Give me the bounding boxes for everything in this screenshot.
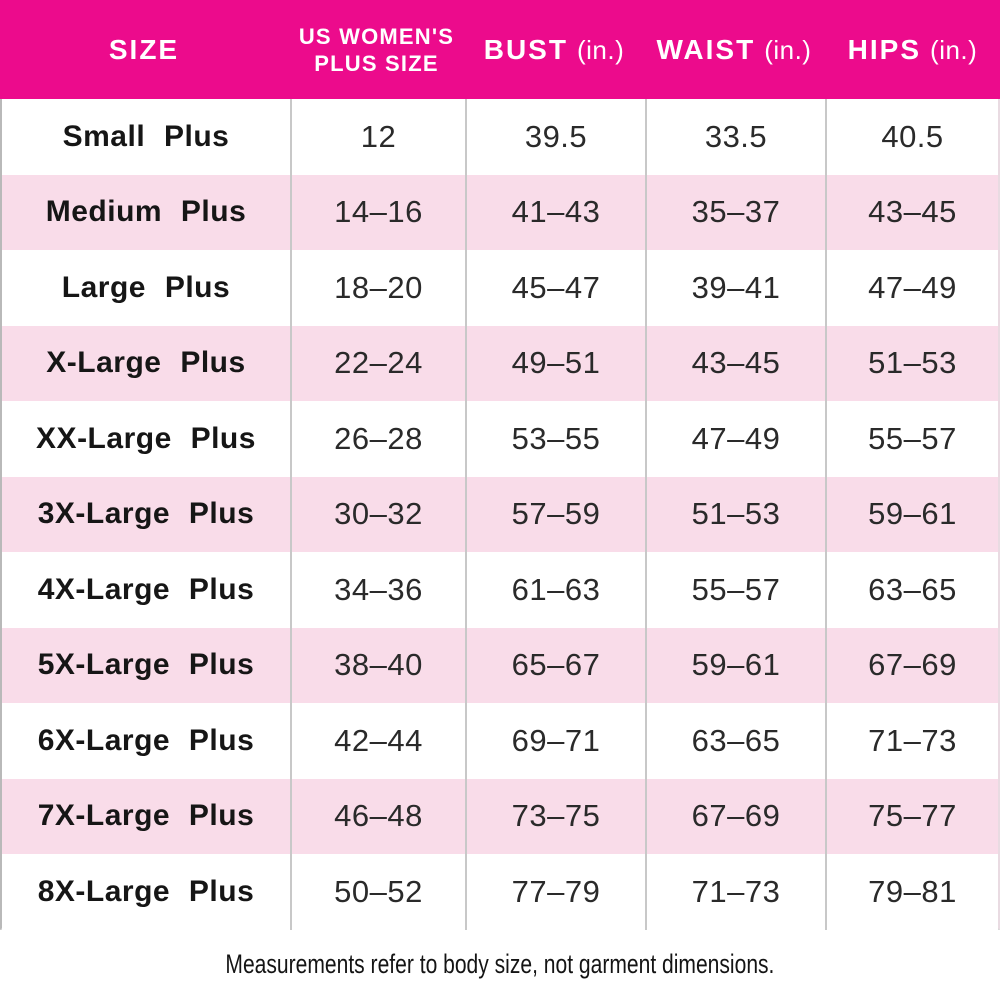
cell-us-plus-size: 12 — [290, 99, 465, 175]
cell-bust: 45–47 — [465, 250, 645, 326]
table-row: 3X-Large Plus 30–32 57–59 51–53 59–61 — [2, 476, 998, 552]
cell-bust: 57–59 — [465, 476, 645, 552]
cell-waist: 33.5 — [645, 99, 825, 175]
cell-waist: 63–65 — [645, 703, 825, 779]
cell-size: 3X-Large Plus — [37, 497, 255, 531]
cell-waist: 59–61 — [645, 627, 825, 703]
table-row: Medium Plus 14–16 41–43 35–37 43–45 — [2, 174, 998, 250]
column-header-hips-label: HIPS — [847, 33, 922, 65]
table-row: 8X-Large Plus 50–52 77–79 71–73 79–81 — [2, 854, 998, 930]
table-row: 4X-Large Plus 34–36 61–63 55–57 63–65 — [2, 552, 998, 628]
cell-size: 8X-Large Plus — [37, 874, 255, 908]
cell-hips: 79–81 — [825, 854, 998, 930]
column-header-bust-unit: (in.) — [576, 34, 625, 65]
cell-us-plus-size: 38–40 — [290, 627, 465, 703]
cell-us-plus-size: 50–52 — [290, 854, 465, 930]
cell-hips: 59–61 — [825, 476, 998, 552]
cell-hips: 75–77 — [825, 778, 998, 854]
cell-hips: 71–73 — [825, 703, 998, 779]
column-header-size: SIZE — [0, 0, 288, 99]
cell-bust: 65–67 — [465, 627, 645, 703]
cell-us-plus-size: 14–16 — [290, 174, 465, 250]
footnote: Measurements refer to body size, not gar… — [0, 930, 1000, 998]
cell-us-plus-size: 26–28 — [290, 401, 465, 477]
cell-hips: 43–45 — [825, 174, 998, 250]
column-header-hips: HIPS (in.) — [823, 0, 1000, 99]
cell-hips: 51–53 — [825, 325, 998, 401]
table-row: X-Large Plus 22–24 49–51 43–45 51–53 — [2, 325, 998, 401]
table-row: 7X-Large Plus 46–48 73–75 67–69 75–77 — [2, 778, 998, 854]
cell-hips: 47–49 — [825, 250, 998, 326]
cell-size: 6X-Large Plus — [37, 723, 255, 757]
cell-size: X-Large Plus — [46, 346, 246, 380]
cell-us-plus-size: 18–20 — [290, 250, 465, 326]
cell-bust: 73–75 — [465, 778, 645, 854]
column-header-hips-line: HIPS (in.) — [848, 34, 978, 66]
cell-bust: 61–63 — [465, 552, 645, 628]
cell-bust: 69–71 — [465, 703, 645, 779]
cell-us-plus-size: 34–36 — [290, 552, 465, 628]
column-header-us-plus-size: US WOMEN'S PLUS SIZE — [288, 0, 463, 99]
cell-size: Medium Plus — [45, 195, 247, 229]
column-header-waist-line: WAIST (in.) — [657, 34, 812, 66]
cell-size: 7X-Large Plus — [37, 799, 255, 833]
cell-waist: 43–45 — [645, 325, 825, 401]
cell-size: 5X-Large Plus — [37, 648, 255, 682]
table-row: 5X-Large Plus 38–40 65–67 59–61 67–69 — [2, 627, 998, 703]
cell-waist: 35–37 — [645, 174, 825, 250]
table-row: 6X-Large Plus 42–44 69–71 63–65 71–73 — [2, 703, 998, 779]
column-header-size-label: SIZE — [108, 33, 180, 65]
table-header-row: SIZE US WOMEN'S PLUS SIZE BUST (in.) WAI… — [0, 0, 1000, 99]
cell-bust: 53–55 — [465, 401, 645, 477]
cell-waist: 47–49 — [645, 401, 825, 477]
table-row: Large Plus 18–20 45–47 39–41 47–49 — [2, 250, 998, 326]
cell-hips: 63–65 — [825, 552, 998, 628]
cell-hips: 67–69 — [825, 627, 998, 703]
cell-us-plus-size: 42–44 — [290, 703, 465, 779]
column-header-hips-unit: (in.) — [930, 34, 978, 65]
column-header-bust-label: BUST — [483, 33, 568, 65]
cell-bust: 49–51 — [465, 325, 645, 401]
table-row: Small Plus 12 39.5 33.5 40.5 — [2, 99, 998, 175]
cell-us-plus-size: 46–48 — [290, 778, 465, 854]
cell-us-plus-size: 22–24 — [290, 325, 465, 401]
table-body: Small Plus 12 39.5 33.5 40.5 Medium Plus… — [0, 99, 1000, 930]
cell-bust: 77–79 — [465, 854, 645, 930]
cell-us-plus-size: 30–32 — [290, 476, 465, 552]
column-header-waist: WAIST (in.) — [643, 0, 823, 99]
column-header-us-plus-size-line1: US WOMEN'S — [298, 23, 455, 49]
column-header-bust: BUST (in.) — [463, 0, 643, 99]
cell-bust: 41–43 — [465, 174, 645, 250]
cell-bust: 39.5 — [465, 99, 645, 175]
cell-hips: 55–57 — [825, 401, 998, 477]
column-header-bust-line: BUST (in.) — [484, 34, 625, 66]
cell-size: Large Plus — [61, 270, 231, 304]
table-row: XX-Large Plus 26–28 53–55 47–49 55–57 — [2, 401, 998, 477]
cell-size: XX-Large Plus — [36, 421, 256, 455]
footnote-text: Measurements refer to body size, not gar… — [225, 948, 775, 979]
cell-waist: 39–41 — [645, 250, 825, 326]
cell-waist: 51–53 — [645, 476, 825, 552]
cell-size: 4X-Large Plus — [37, 572, 255, 606]
column-header-us-plus-size-line2: PLUS SIZE — [314, 50, 439, 76]
column-header-waist-label: WAIST — [656, 33, 756, 65]
cell-size: Small Plus — [62, 119, 230, 153]
cell-waist: 71–73 — [645, 854, 825, 930]
column-header-waist-unit: (in.) — [764, 34, 812, 65]
cell-waist: 55–57 — [645, 552, 825, 628]
cell-waist: 67–69 — [645, 778, 825, 854]
cell-hips: 40.5 — [825, 99, 998, 175]
